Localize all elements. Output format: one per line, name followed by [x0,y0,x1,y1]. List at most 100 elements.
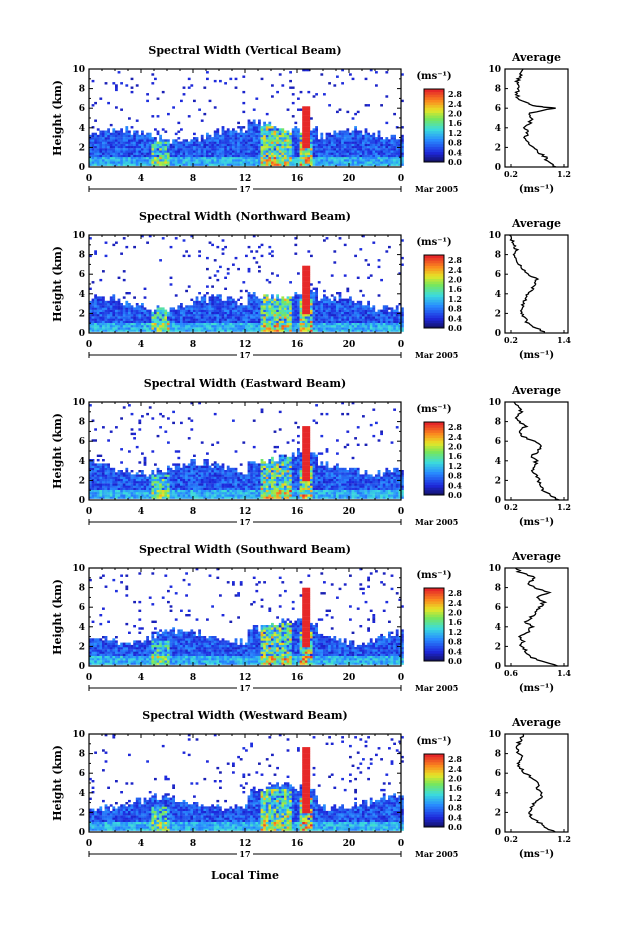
heatmap-cell [128,145,131,149]
heatmap-cell [245,307,248,310]
heatmap-cell [167,329,170,332]
heatmap-cell [195,327,199,330]
heatmap-cell [115,137,118,140]
heatmap-cell [177,478,181,482]
heatmap-cell [273,152,277,155]
heatmap-cell [317,148,321,151]
heatmap-cell [237,150,240,153]
heatmap-cell [304,123,308,127]
heatmap-cell [159,156,162,160]
heatmap-cell [354,163,357,166]
heatmap-cell [146,412,149,416]
heatmap-cell [258,270,261,273]
heatmap-cell [208,156,212,160]
heatmap-cell [177,472,181,475]
heatmap-cell [286,322,290,326]
heatmap-cell [247,150,251,153]
heatmap-cell [219,148,222,151]
heatmap-cell [109,329,113,332]
heatmap-cell [237,148,240,151]
heatmap-cell [315,322,318,326]
heatmap-cell [135,320,139,323]
heatmap-cell [128,309,131,312]
heatmap-cell [234,307,238,310]
heatmap-cell [115,152,118,155]
heatmap-cell [164,314,168,317]
heatmap-cell [102,134,105,138]
heatmap-cell [89,141,92,144]
heatmap-cell [91,300,95,304]
heatmap-cell [268,318,272,321]
colorbar-unit: (ms⁻¹) [416,237,451,248]
heatmap-cell [96,474,100,477]
heatmap-cell [120,470,123,473]
heatmap-cell [393,309,396,312]
heatmap-cell [323,145,326,149]
heatmap-cell [213,137,217,140]
heatmap-cell [104,137,108,140]
heatmap-cell [338,320,342,323]
heatmap-cell [200,467,204,471]
heatmap-cell [255,123,259,127]
heatmap-cell [117,150,121,153]
heatmap-cell [390,311,394,315]
heatmap-cell [94,145,97,149]
heatmap-cell [221,159,225,162]
heatmap-cell [102,314,105,317]
heatmap-cell [284,161,287,164]
heatmap-cell [369,318,373,321]
heatmap-cell [193,139,196,142]
heatmap-cell [216,161,220,164]
heatmap-cell [200,474,204,477]
heatmap-cell [255,139,259,142]
heatmap-cell [276,130,279,133]
heatmap-cell [182,154,186,158]
heatmap-cell [234,145,238,149]
heatmap-cell [320,314,324,317]
heatmap-cell [96,487,100,490]
heatmap-cell [401,73,404,76]
heatmap-cell [125,489,129,493]
heatmap-cell [245,305,248,308]
heatmap-cell [242,316,246,319]
heatmap-cell [286,296,290,299]
heatmap-cell [297,97,300,100]
heatmap-cell [195,478,199,482]
heatmap-cell [221,300,225,304]
heatmap-cell [388,329,391,332]
heatmap-cell [156,434,160,438]
heatmap-cell [206,256,209,260]
heatmap-cell [372,137,376,140]
heatmap-cell [252,123,256,127]
heatmap-cell [351,117,355,120]
heatmap-cell [239,128,243,131]
heatmap-cell [151,329,155,332]
heatmap-cell [398,159,402,162]
heatmap-cell [143,481,147,484]
heatmap-cell [164,156,168,160]
heatmap-cell [330,300,334,304]
heatmap-cell [255,318,259,321]
heatmap-cell [224,329,227,332]
heatmap-cell [239,156,243,160]
heatmap-cell [351,329,355,332]
heatmap-cell [91,152,95,155]
heatmap-cell [291,159,295,162]
y-tick-label: 10 [72,231,85,241]
heatmap-cell [234,318,238,321]
heatmap-cell [291,156,295,160]
heatmap-cell [172,476,175,479]
heatmap-cell [237,159,240,162]
heatmap-cell [242,309,246,312]
heatmap-cell [89,327,92,330]
heatmap-cell [380,322,383,326]
heatmap-cell [109,307,113,310]
heatmap-cell [252,121,256,125]
heatmap-cell [375,152,378,155]
heatmap-cell [206,492,209,495]
heatmap-cell [203,152,207,155]
heatmap-cell [255,134,259,138]
heatmap-cell [200,161,204,164]
heatmap-cell [229,327,233,330]
heatmap-cell [278,298,282,301]
